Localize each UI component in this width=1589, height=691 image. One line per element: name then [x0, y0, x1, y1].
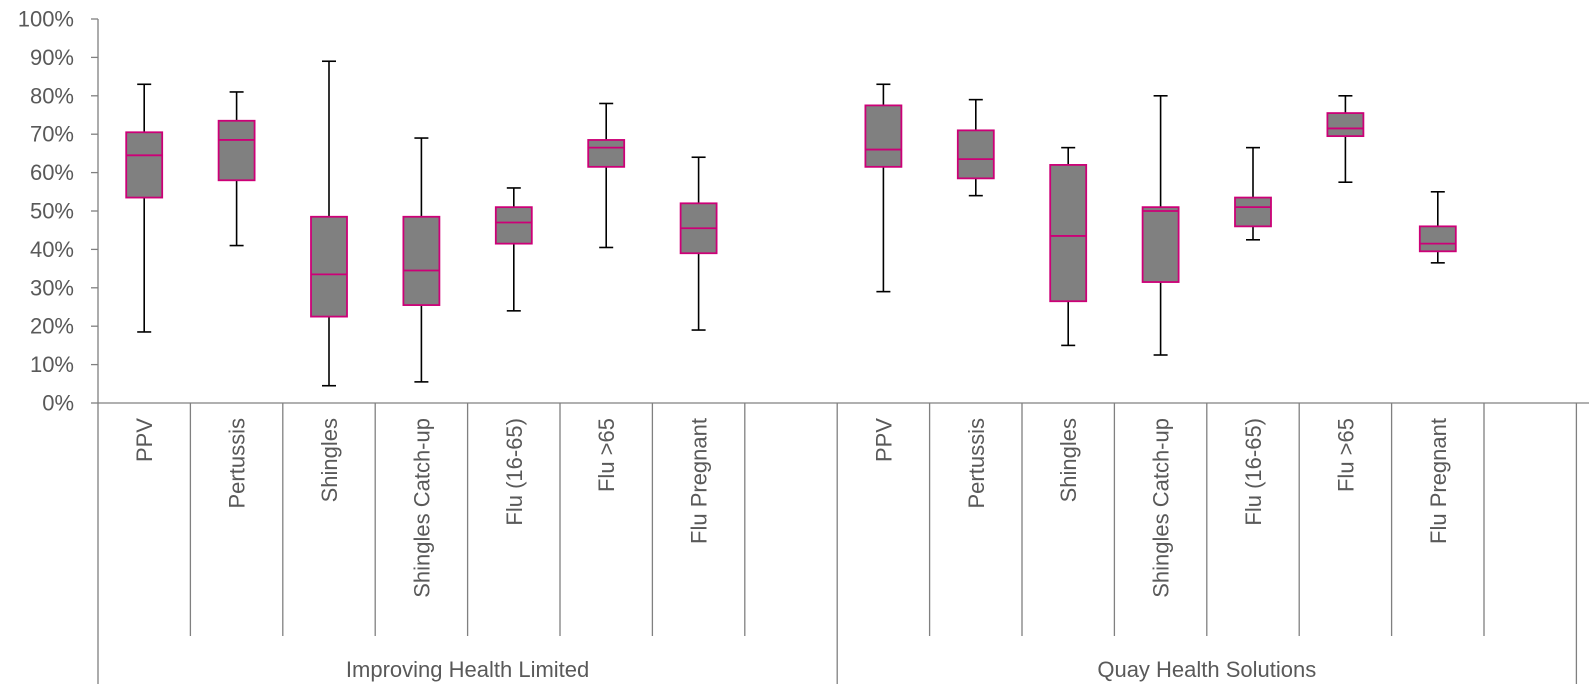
category-label: Flu (16-65): [1241, 418, 1266, 526]
y-tick-label: 100%: [18, 7, 74, 32]
box-iqr: [125, 131, 164, 199]
box-iqr: [402, 215, 441, 306]
group-label: Quay Health Solutions: [1097, 657, 1316, 682]
box-1-3: [1141, 95, 1180, 356]
y-tick-label: 10%: [30, 352, 74, 377]
category-label: PPV: [132, 418, 157, 462]
box-0-4: [494, 187, 533, 312]
boxes: [125, 60, 1457, 387]
group-label: Improving Health Limited: [346, 657, 589, 682]
box-iqr: [1326, 112, 1365, 138]
box-0-2: [310, 60, 348, 387]
box-iqr: [1049, 164, 1088, 303]
box-iqr: [1418, 225, 1457, 253]
category-label: Shingles Catch-up: [1149, 418, 1174, 598]
y-tick-label: 90%: [30, 45, 74, 70]
category-label: Flu Pregnant: [1426, 418, 1451, 544]
category-label: Flu >65: [1333, 418, 1358, 492]
category-label: Flu >65: [594, 418, 619, 492]
x-axis: [97, 402, 1589, 684]
y-tick-label: 0%: [42, 391, 74, 416]
y-tick-label: 30%: [30, 275, 74, 300]
box-1-6: [1418, 191, 1457, 264]
box-iqr: [864, 104, 903, 168]
group-labels: Improving Health Limited Quay Health Solu…: [346, 657, 1316, 682]
category-label: Flu Pregnant: [687, 418, 712, 544]
y-tick-label: 80%: [30, 83, 74, 108]
box-0-3: [402, 137, 441, 383]
box-0-5: [587, 102, 626, 249]
box-0-6: [679, 156, 718, 331]
category-label: Shingles Catch-up: [409, 418, 434, 598]
y-axis: 0% 10% 20% 30% 40% 50% 60% 70% 80% 90% 100%: [18, 7, 99, 416]
box-1-0: [864, 83, 903, 293]
y-tick-label: 60%: [30, 160, 74, 185]
y-tick-label: 50%: [30, 199, 74, 224]
category-label: Shingles: [317, 418, 342, 502]
category-label: PPV: [871, 418, 896, 462]
box-iqr: [1141, 206, 1180, 283]
box-iqr: [1234, 196, 1272, 228]
box-1-2: [1049, 146, 1088, 347]
category-label: Shingles: [1056, 418, 1081, 502]
box-1-1: [956, 98, 995, 197]
category-label: Pertussis: [225, 418, 250, 508]
box-iqr: [587, 139, 626, 168]
box-iqr: [217, 119, 256, 182]
box-1-5: [1326, 95, 1365, 183]
category-label: Flu (16-65): [502, 418, 527, 526]
box-iqr: [494, 206, 533, 245]
y-tick-label: 70%: [30, 122, 74, 147]
y-tick-label: 20%: [30, 314, 74, 339]
box-0-0: [125, 83, 164, 333]
box-iqr: [956, 129, 995, 180]
category-label: Pertussis: [964, 418, 989, 508]
category-labels: PPV Pertussis Shingles Shingles Catch-up Flu…: [132, 418, 1451, 598]
box-0-1: [217, 91, 256, 247]
y-tick-label: 40%: [30, 237, 74, 262]
box-1-4: [1234, 146, 1272, 241]
box-iqr: [310, 215, 348, 318]
